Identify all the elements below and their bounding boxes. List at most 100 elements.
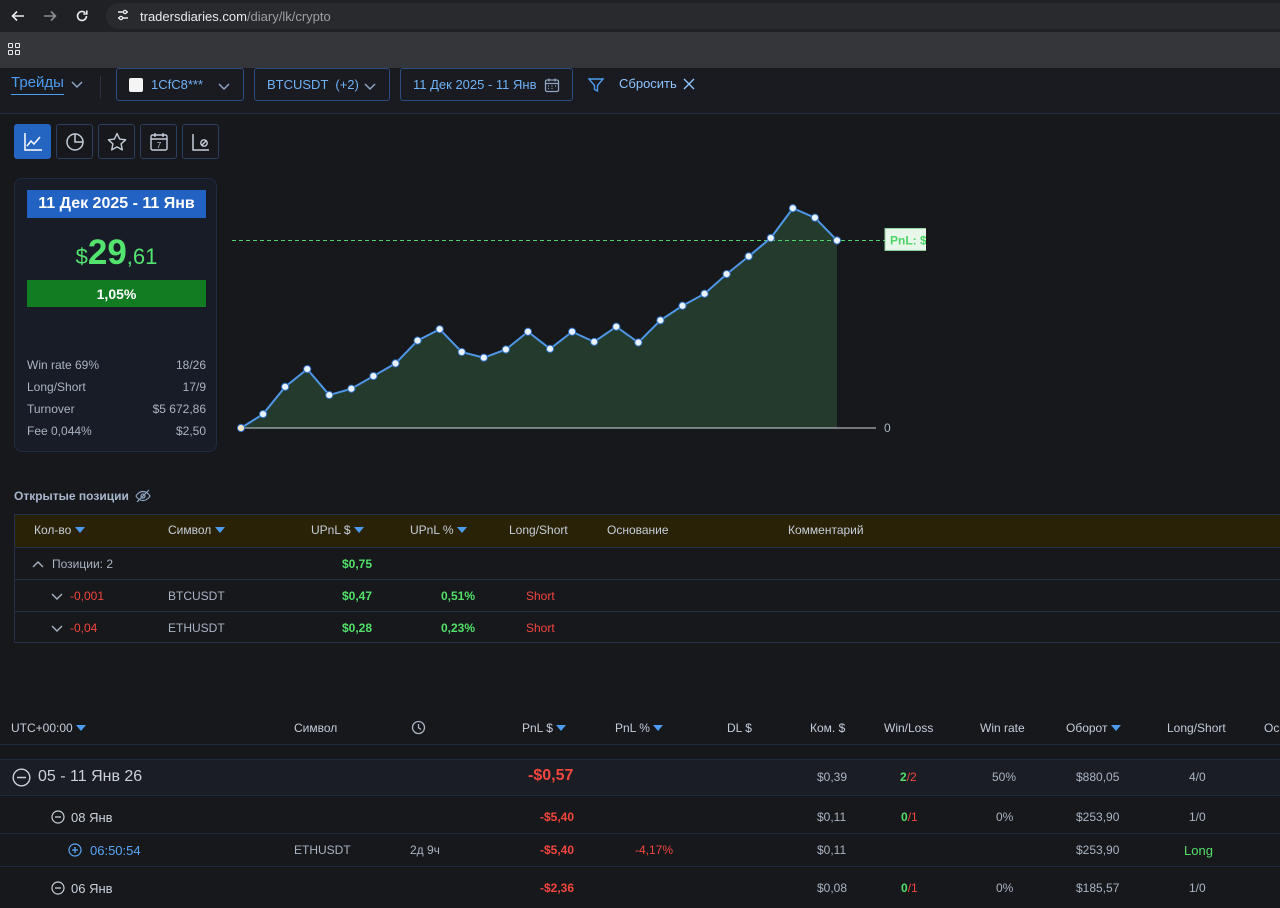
back-arrow-icon[interactable]	[4, 2, 32, 30]
pnl-point[interactable]	[788, 204, 797, 213]
header-win-rate: Win rate	[980, 721, 1025, 735]
line-chart-icon	[23, 132, 42, 151]
url-path: /diary/lk/crypto	[246, 8, 331, 24]
clock-icon[interactable]	[411, 720, 426, 735]
stat-label: Fee 0,044%	[27, 424, 92, 438]
pnl-point[interactable]	[678, 301, 687, 310]
pnl-point[interactable]	[568, 327, 577, 336]
position-row[interactable]: -0,04 ETHUSDT $0,28 0,23% Short	[15, 611, 1280, 643]
pnl-point[interactable]	[281, 382, 290, 391]
forward-arrow-icon[interactable]	[36, 2, 64, 30]
day-group-row[interactable]: 06 Янв -$2,36 $0,08 0/1 0% $185,57 1/0	[0, 872, 1280, 904]
pnl-point[interactable]	[590, 337, 599, 346]
collapse-icon[interactable]	[12, 768, 31, 787]
chevron-down-icon[interactable]	[70, 77, 84, 91]
pnl-point[interactable]	[325, 390, 334, 400]
pnl-point[interactable]	[501, 345, 510, 354]
pnl-point[interactable]	[369, 371, 378, 381]
pnl-point[interactable]	[722, 270, 731, 279]
chevron-down-icon	[218, 83, 230, 91]
pnl-point[interactable]	[523, 327, 533, 336]
date-range-picker[interactable]: 11 Дек 2025 - 11 Янв	[400, 68, 573, 101]
pnl-point[interactable]	[258, 409, 268, 419]
header-timezone[interactable]: UTC+00:00	[11, 721, 87, 735]
reset-filters-button[interactable]: Сбросить	[619, 76, 677, 91]
view-pie-button[interactable]	[56, 124, 93, 159]
pnl-area-fill	[241, 208, 837, 428]
header-pnl-pct[interactable]: PnL %	[615, 721, 664, 735]
trade-time[interactable]: 06:50:54	[90, 843, 141, 858]
pnl-point[interactable]	[634, 338, 643, 347]
pnl-point[interactable]	[766, 233, 775, 243]
stat-value: 17/9	[182, 380, 206, 394]
account-select[interactable]: 1CfC8***	[116, 68, 244, 101]
trade-symbol: ETHUSDT	[294, 843, 351, 857]
stat-row: Win rate 69% 18/26	[27, 358, 206, 372]
trade-side: Long	[1184, 843, 1213, 858]
filter-icon[interactable]	[587, 76, 605, 94]
pnl-point[interactable]	[810, 213, 820, 222]
divider	[0, 795, 1280, 796]
expand-icon[interactable]	[68, 843, 82, 857]
pnl-point[interactable]	[479, 353, 488, 362]
header-pnl[interactable]: PnL $	[522, 721, 567, 735]
chevron-down-icon[interactable]	[51, 624, 63, 634]
summary-date-range: 11 Дек 2025 - 11 Янв	[27, 190, 206, 218]
symbol-select[interactable]: BTCUSDT (+2)	[254, 68, 390, 101]
position-row[interactable]: -0,001 BTCUSDT $0,47 0,51% Short	[15, 579, 1280, 611]
reload-icon[interactable]	[68, 2, 96, 30]
pnl-point[interactable]	[435, 325, 444, 334]
header-comment: Комментарий	[788, 523, 864, 537]
divider	[0, 744, 1280, 745]
pnl-point[interactable]	[744, 252, 753, 261]
position-side: Short	[526, 589, 555, 603]
pnl-point[interactable]	[236, 423, 246, 433]
header-turnover[interactable]: Оборот	[1066, 721, 1121, 735]
position-symbol: BTCUSDT	[168, 589, 225, 603]
pnl-point[interactable]	[700, 289, 709, 298]
positions-group-row[interactable]: Позиции: 2 $0,75	[15, 547, 1280, 579]
apps-grid-icon[interactable]	[8, 43, 20, 55]
symbol-label: BTCUSDT (+2)	[267, 77, 359, 92]
header-upnl-pct[interactable]: UPnL %	[410, 523, 467, 537]
pnl-point[interactable]	[347, 384, 356, 393]
collapse-icon[interactable]	[51, 810, 65, 824]
divider	[100, 76, 101, 98]
pnl-point[interactable]	[413, 336, 422, 345]
header-symbol[interactable]: Символ	[168, 523, 225, 537]
positions-group-upnl: $0,75	[342, 557, 373, 571]
tab-trades[interactable]: Трейды	[11, 74, 64, 95]
pnl-point[interactable]	[656, 316, 665, 325]
view-favorites-button[interactable]	[98, 124, 135, 159]
chevron-down-icon[interactable]	[51, 592, 63, 602]
pnl-label-text: PnL: $29,61	[890, 233, 926, 247]
position-upnl-pct: 0,51%	[441, 589, 476, 603]
pnl-value-label: PnL: $29,61	[884, 227, 926, 251]
week-group-row[interactable]: 05 - 11 Янв 26 -$0,57 $0,39 2/2 50% $880…	[0, 760, 1280, 795]
account-checkbox[interactable]	[129, 77, 143, 92]
distribution-chart-icon	[191, 133, 209, 151]
header-upnl[interactable]: UPnL $	[311, 523, 364, 537]
day-turnover: $253,90	[1076, 810, 1120, 824]
trade-row[interactable]: 06:50:54 ETHUSDT 2д 9ч -$5,40 -4,17% $0,…	[0, 834, 1280, 866]
close-icon[interactable]	[682, 77, 696, 91]
pnl-point[interactable]	[303, 365, 312, 374]
site-settings-icon[interactable]	[116, 8, 130, 25]
day-group-row[interactable]: 08 Янв -$5,40 $0,11 0/1 0% $253,90 1/0	[0, 801, 1280, 833]
collapse-icon[interactable]	[51, 881, 65, 895]
pnl-point[interactable]	[545, 344, 555, 353]
chevron-up-icon[interactable]	[32, 559, 44, 569]
eye-off-icon[interactable]	[135, 489, 151, 503]
view-calendar-button[interactable]: 7	[140, 124, 177, 159]
pnl-point[interactable]	[391, 359, 400, 368]
view-chart-button[interactable]	[14, 124, 51, 159]
week-turnover: $880,05	[1076, 770, 1120, 784]
view-distribution-button[interactable]	[182, 124, 219, 159]
pnl-point[interactable]	[457, 347, 466, 357]
pnl-point[interactable]	[612, 322, 621, 331]
stat-value: $2,50	[175, 424, 206, 438]
divider	[0, 866, 1280, 867]
header-qty[interactable]: Кол-во	[34, 523, 85, 537]
pnl-point[interactable]	[832, 236, 842, 245]
address-bar[interactable]: tradersdiaries.com/diary/lk/crypto	[106, 3, 1280, 29]
